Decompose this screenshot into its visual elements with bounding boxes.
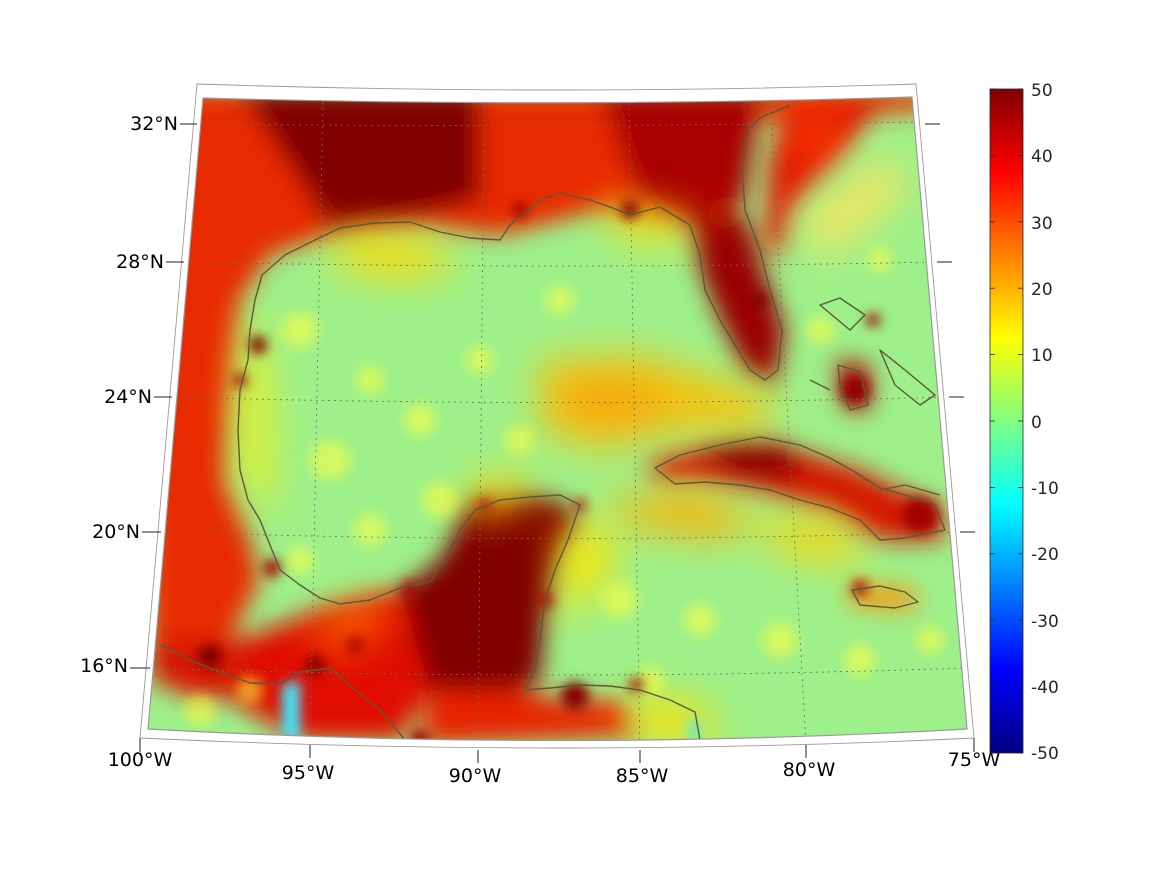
lat-label: 28°N (116, 251, 164, 273)
lat-label: 24°N (104, 386, 152, 408)
colorbar-label: 50 (1031, 81, 1053, 101)
coastline-layer (159, 104, 946, 741)
colorbar-label: 0 (1031, 413, 1042, 433)
map-frame (147, 96, 968, 742)
lat-label: 32°N (130, 113, 178, 135)
lat-label: 20°N (92, 521, 140, 543)
central-america-coastline (524, 684, 701, 741)
latitude-labels: 32°N 28°N 24°N 20°N 16°N (80, 113, 178, 677)
lon-label: 100°W (108, 749, 173, 771)
colorbar-label: 10 (1031, 346, 1053, 366)
colorbar-gradient (989, 88, 1024, 754)
colorbar-label: 40 (1031, 147, 1053, 167)
colorbar: 50 40 30 20 10 0 -10 -20 -30 -40 -50 (989, 81, 1059, 764)
lon-label: 75°W (948, 749, 1001, 771)
mexico-gulf-coastline (237, 299, 581, 691)
colorbar-ticks (990, 88, 1023, 754)
colorbar-label: -20 (1031, 545, 1059, 565)
colorbar-label: -50 (1031, 744, 1059, 764)
data-field (148, 97, 967, 741)
lat-label: 16°N (80, 655, 128, 677)
colorbar-label: -40 (1031, 678, 1059, 698)
longitude-labels: 100°W 95°W 90°W 85°W 80°W 75°W (108, 749, 1001, 787)
lon-label: 80°W (783, 759, 836, 781)
cuba-coastline (654, 436, 946, 541)
hispaniola-coastline (879, 484, 941, 496)
colorbar-labels: 50 40 30 20 10 0 -10 -20 -30 -40 -50 (1031, 81, 1059, 764)
graticule (149, 97, 967, 741)
us-gulf-coastline (254, 104, 791, 381)
colorbar-label: 30 (1031, 214, 1053, 234)
lon-label: 90°W (449, 765, 502, 787)
colorbar-label: -10 (1031, 479, 1059, 499)
bahamas-coastline (809, 297, 936, 411)
jamaica-coastline (851, 585, 919, 609)
pacific-coastline (159, 644, 406, 741)
map-frame-outer (139, 83, 975, 749)
colorbar-label: 20 (1031, 280, 1053, 300)
lon-label: 85°W (616, 765, 669, 787)
colorbar-label: -30 (1031, 612, 1059, 632)
tick-marks (130, 123, 975, 763)
lon-label: 95°W (282, 762, 335, 784)
